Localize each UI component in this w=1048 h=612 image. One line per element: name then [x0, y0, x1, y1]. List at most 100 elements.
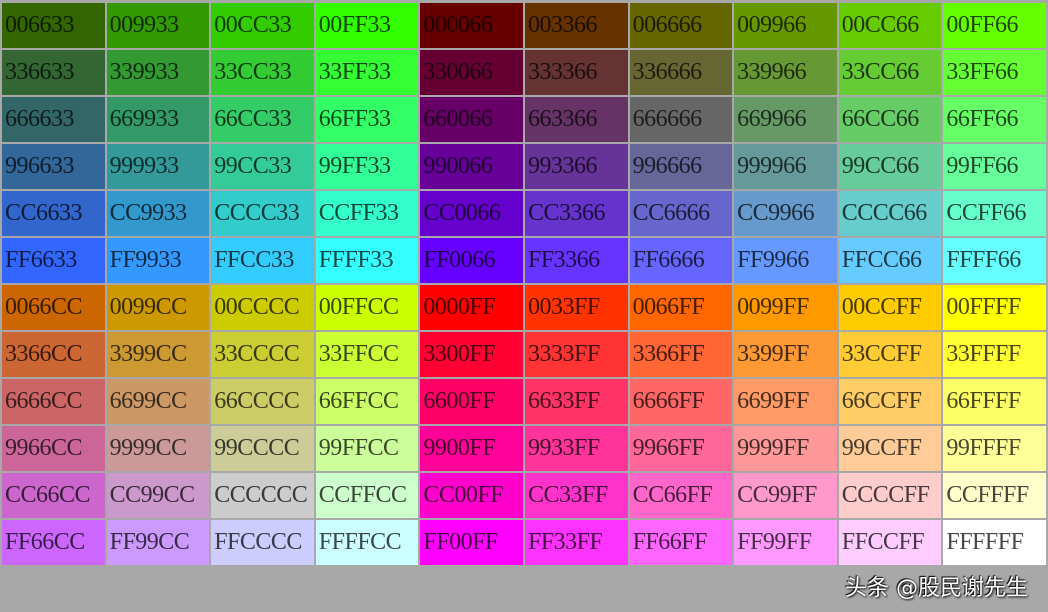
color-cell: 33CC33 [211, 50, 314, 95]
color-cell: 99CCCC [211, 426, 314, 471]
color-cell: 00CCFF [838, 285, 942, 330]
color-cell: 99FFFF [943, 426, 1046, 471]
color-cell: 99CC33 [211, 144, 314, 189]
color-cell: CCFFFF [943, 473, 1046, 518]
color-cell: 660066 [420, 97, 523, 142]
color-cell: 3333FF [524, 332, 628, 377]
color-cell: 66FFFF [943, 379, 1046, 424]
color-cell: 33FFCC [315, 332, 419, 377]
color-cell: CCFF66 [943, 191, 1046, 236]
color-cell: 33CC66 [838, 50, 942, 95]
color-cell: 9933FF [524, 426, 628, 471]
color-cell: 00FF66 [943, 3, 1046, 48]
color-cell: 33FF66 [943, 50, 1046, 95]
color-cell: CC66CC [2, 473, 105, 518]
color-cell: 66CC66 [838, 97, 942, 142]
color-cell: 0033FF [524, 285, 628, 330]
color-cell: FF66CC [2, 520, 105, 565]
color-cell: 99CC66 [838, 144, 942, 189]
color-cell: CCCC66 [838, 191, 942, 236]
color-cell: 009933 [106, 3, 210, 48]
color-cell: 666633 [2, 97, 105, 142]
color-cell: 0000FF [420, 285, 523, 330]
color-cell: 996666 [629, 144, 733, 189]
color-cell: 9999CC [106, 426, 210, 471]
color-cell: CC66FF [629, 473, 733, 518]
color-cell: 3300FF [420, 332, 523, 377]
color-cell: 339966 [734, 50, 837, 95]
color-cell: 3399FF [734, 332, 837, 377]
color-cell: 0099FF [734, 285, 837, 330]
color-cell: 99CCFF [838, 426, 942, 471]
color-cell: 009966 [734, 3, 837, 48]
color-cell: CCFF33 [315, 191, 419, 236]
color-cell: 000066 [420, 3, 523, 48]
color-cell: 333366 [524, 50, 628, 95]
color-cell: 66CCCC [211, 379, 314, 424]
color-cell: 330066 [420, 50, 523, 95]
color-cell: 33CCFF [838, 332, 942, 377]
color-cell: CC33FF [524, 473, 628, 518]
color-cell: CCCCFF [838, 473, 942, 518]
color-cell: CC9966 [734, 191, 837, 236]
color-cell: 33FFFF [943, 332, 1046, 377]
color-cell: FFCC66 [838, 238, 942, 283]
color-cell: 669933 [106, 97, 210, 142]
color-cell: FFFFFF [943, 520, 1046, 565]
color-cell: 6633FF [524, 379, 628, 424]
color-cell: 6666FF [629, 379, 733, 424]
color-cell: FF99CC [106, 520, 210, 565]
color-cell: 0066CC [2, 285, 105, 330]
color-cell: CC6666 [629, 191, 733, 236]
color-cell: 6666CC [2, 379, 105, 424]
color-cell: 6600FF [420, 379, 523, 424]
color-cell: 3366CC [2, 332, 105, 377]
color-cell: 9966CC [2, 426, 105, 471]
color-cell: 669966 [734, 97, 837, 142]
color-cell: CC99FF [734, 473, 837, 518]
color-cell: CC3366 [524, 191, 628, 236]
color-cell: 00FF33 [315, 3, 419, 48]
color-table: 006633 009933 00CC33 00FF33 000066 003366 0066… [2, 3, 1046, 565]
watermark: 头条 @股民谢先生 [845, 576, 1028, 601]
color-cell: CC6633 [2, 191, 105, 236]
color-cell: FF99FF [734, 520, 837, 565]
color-cell: 3366FF [629, 332, 733, 377]
color-cell: 336633 [2, 50, 105, 95]
color-cell: 00CCCC [211, 285, 314, 330]
color-cell: 99FF33 [315, 144, 419, 189]
color-cell: FF3366 [524, 238, 628, 283]
color-cell: CCFFCC [315, 473, 419, 518]
color-cell: 00CC66 [838, 3, 942, 48]
color-cell: CCCCCC [211, 473, 314, 518]
color-cell: 6699FF [734, 379, 837, 424]
color-cell: FFCCCC [211, 520, 314, 565]
color-cell: 00FFFF [943, 285, 1046, 330]
color-cell: CC99CC [106, 473, 210, 518]
color-cell: 0099CC [106, 285, 210, 330]
color-cell: 339933 [106, 50, 210, 95]
color-cell: FFFFCC [315, 520, 419, 565]
color-cell: 663366 [524, 97, 628, 142]
color-cell: FF6633 [2, 238, 105, 283]
color-cell: 99FFCC [315, 426, 419, 471]
color-cell: 99FF66 [943, 144, 1046, 189]
color-cell: FFCC33 [211, 238, 314, 283]
color-cell: FFFF66 [943, 238, 1046, 283]
color-cell: 9999FF [734, 426, 837, 471]
color-cell: 66FFCC [315, 379, 419, 424]
color-cell: FF66FF [629, 520, 733, 565]
color-cell: CCCC33 [211, 191, 314, 236]
color-cell: 003366 [524, 3, 628, 48]
color-cell: 0066FF [629, 285, 733, 330]
color-cell: FFFF33 [315, 238, 419, 283]
color-cell: FF00FF [420, 520, 523, 565]
color-cell: 9900FF [420, 426, 523, 471]
color-cell: 3399CC [106, 332, 210, 377]
color-cell: 33CCCC [211, 332, 314, 377]
color-cell: 999966 [734, 144, 837, 189]
color-cell: FF9966 [734, 238, 837, 283]
color-cell: 66FF33 [315, 97, 419, 142]
color-cell: 9966FF [629, 426, 733, 471]
color-cell: 996633 [2, 144, 105, 189]
